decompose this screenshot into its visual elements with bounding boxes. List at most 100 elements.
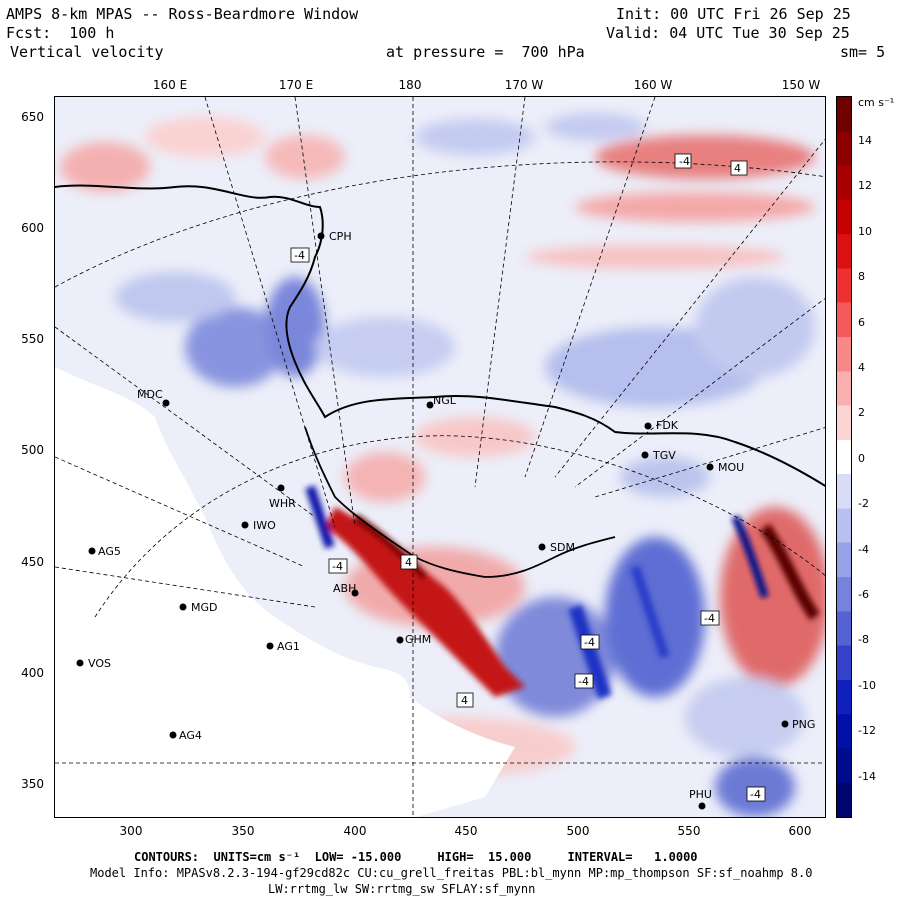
y-label-500: 500 <box>21 443 44 457</box>
lat-lon-grid <box>55 97 825 817</box>
stations: CPH MDC NGL FDK TGV MOU WHR IWO AG5 SDM … <box>76 230 815 810</box>
svg-text:WHR: WHR <box>269 497 296 510</box>
y-label-650: 650 <box>21 110 44 124</box>
svg-text:FDK: FDK <box>656 419 679 432</box>
y-label-600: 600 <box>21 221 44 235</box>
colorbar <box>836 96 852 818</box>
x-label-300: 300 <box>119 824 143 838</box>
x-label-350: 350 <box>231 824 255 838</box>
station-whr: WHR <box>269 484 296 510</box>
pressure-level: at pressure = 700 hPa <box>386 43 585 61</box>
y-label-550: 550 <box>21 332 44 346</box>
no-data-region <box>55 367 410 817</box>
colorbar-tick-label: -14 <box>858 769 876 783</box>
colorbar-tick-label: -6 <box>858 588 869 601</box>
station-iwo: IWO <box>241 519 276 532</box>
lon-label-150w: 150 W <box>781 78 821 92</box>
colorbar-tick-label: 12 <box>858 179 872 193</box>
y-label-450: 450 <box>21 555 44 569</box>
svg-text:PHU: PHU <box>689 788 712 801</box>
colorbar-tick-label: -2 <box>858 497 869 511</box>
contour-label-10: -4 <box>750 788 761 801</box>
y-label-350: 350 <box>21 777 44 791</box>
colorbar-tick-label: 4 <box>858 361 865 374</box>
contour-label-2: -4 <box>679 155 690 168</box>
contour-label-4: -4 <box>332 560 343 573</box>
lon-label-170w: 170 W <box>504 78 544 92</box>
init-time: Init: 00 UTC Fri 26 Sep 25 <box>616 5 851 23</box>
station-mdc: MDC <box>137 388 170 407</box>
lon-label-160e: 160 E <box>152 78 188 92</box>
station-mou: MOU <box>706 461 744 474</box>
svg-text:MOU: MOU <box>718 461 744 474</box>
svg-text:MDC: MDC <box>137 388 163 401</box>
colorbar-tick-label: 10 <box>858 224 872 238</box>
model-info-2: LW:rrtmg_lw SW:rrtmg_sw SFLAY:sf_mynn <box>268 882 536 896</box>
mountain-wave-band <box>305 485 820 700</box>
lon-label-180: 180 <box>398 78 422 92</box>
colorbar-tick-label: -8 <box>858 633 869 647</box>
svg-text:IWO: IWO <box>253 519 276 532</box>
contour-label-3: 4 <box>734 162 741 175</box>
svg-text:TGV: TGV <box>652 449 676 462</box>
station-cph: CPH <box>317 230 352 243</box>
model-info: Model Info: MPASv8.2.3-194-gf29cd82c CU:… <box>90 866 813 880</box>
colorbar-tick-label: 6 <box>858 315 865 329</box>
title-left-1: AMPS 8-km MPAS -- Ross-Beardmore Window <box>6 5 359 23</box>
svg-text:AG1: AG1 <box>277 640 300 653</box>
station-abh: ABH <box>333 582 359 597</box>
svg-text:GHM: GHM <box>405 633 431 646</box>
contour-labels: -4 -4 4 -4 4 4 -4 -4 -4 -4 -4 <box>290 153 766 802</box>
svg-text:AG4: AG4 <box>179 729 202 742</box>
valid-time: Valid: 04 UTC Tue 30 Sep 25 <box>606 24 850 42</box>
colorbar-units: cm s⁻¹ <box>858 96 895 109</box>
svg-text:SDM: SDM <box>550 541 575 554</box>
grounding-line <box>304 426 616 578</box>
vertical-velocity-map: -4 -4 4 -4 4 4 -4 -4 -4 -4 -4 CPH MDC <box>54 96 826 818</box>
contour-label-8: -4 <box>578 675 589 688</box>
x-label-500: 500 <box>566 824 590 838</box>
svg-text:VOS: VOS <box>88 657 111 670</box>
colorbar-tick-label: 14 <box>858 134 872 147</box>
lon-label-160w: 160 W <box>633 78 673 92</box>
x-label-600: 600 <box>788 824 812 838</box>
station-ghm: GHM <box>396 633 431 646</box>
svg-text:CPH: CPH <box>329 230 352 243</box>
station-fdk: FDK <box>644 419 679 432</box>
smoothing-label: sm= 5 <box>840 43 886 61</box>
colorbar-tick-label: -10 <box>858 678 876 692</box>
station-ag4: AG4 <box>169 729 202 742</box>
colorbar-tick-label: -4 <box>858 542 869 556</box>
contour-label-6: 4 <box>461 694 468 707</box>
colorbar-tick-label: 0 <box>858 451 865 465</box>
colorbar-tick-label: 2 <box>858 406 865 420</box>
station-ngl: NGL <box>426 394 457 409</box>
station-png: PNG <box>781 718 815 731</box>
forecast-hour: Fcst: 100 h <box>6 24 115 42</box>
station-tgv: TGV <box>641 449 676 462</box>
svg-text:NGL: NGL <box>433 394 457 407</box>
contour-label-1: -4 <box>294 249 305 262</box>
station-mgd: MGD <box>179 601 218 614</box>
contour-label-7: -4 <box>584 636 595 649</box>
station-vos: VOS <box>76 657 111 670</box>
contour-label-9: -4 <box>704 612 715 625</box>
y-label-400: 400 <box>21 666 44 680</box>
x-label-400: 400 <box>343 824 367 838</box>
coastline <box>55 184 825 487</box>
svg-text:AG5: AG5 <box>98 545 121 558</box>
x-label-550: 550 <box>677 824 701 838</box>
colorbar-tick-label: 8 <box>858 270 865 284</box>
svg-text:PNG: PNG <box>792 718 815 731</box>
station-sdm: SDM <box>538 541 575 554</box>
station-phu: PHU <box>689 788 712 810</box>
colorbar-tick-label: -12 <box>858 724 876 738</box>
lon-label-170e: 170 E <box>278 78 314 92</box>
svg-text:MGD: MGD <box>191 601 218 614</box>
station-ag5: AG5 <box>88 545 121 558</box>
field-name: Vertical velocity <box>10 43 164 61</box>
svg-text:ABH: ABH <box>333 582 356 595</box>
contours-info: CONTOURS: UNITS=cm s⁻¹ LOW= -15.000 HIGH… <box>134 850 698 864</box>
station-ag1: AG1 <box>266 640 300 653</box>
contour-label-5: 4 <box>405 556 412 569</box>
